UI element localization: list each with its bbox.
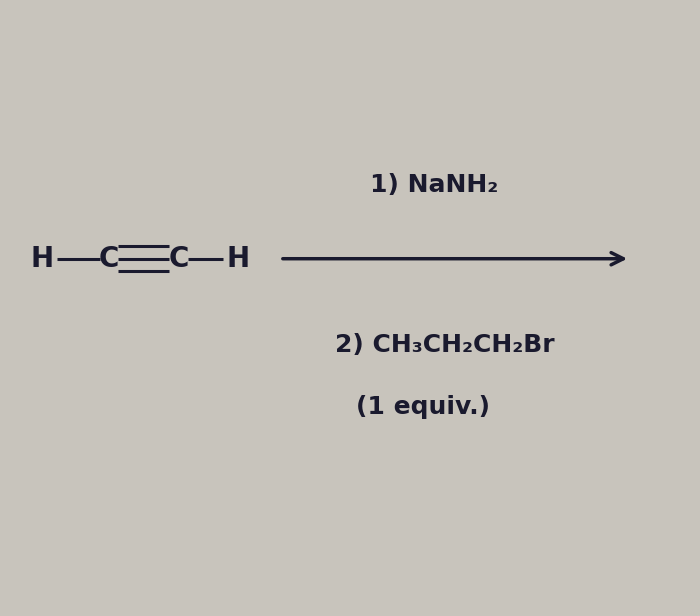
Text: 2) CH₃CH₂CH₂Br: 2) CH₃CH₂CH₂Br: [335, 333, 554, 357]
Text: (1 equiv.): (1 equiv.): [356, 395, 491, 418]
Text: H: H: [226, 245, 250, 273]
Text: H: H: [30, 245, 54, 273]
Text: C: C: [168, 245, 189, 273]
Text: C: C: [98, 245, 119, 273]
Text: 1) NaNH₂: 1) NaNH₂: [370, 173, 498, 197]
